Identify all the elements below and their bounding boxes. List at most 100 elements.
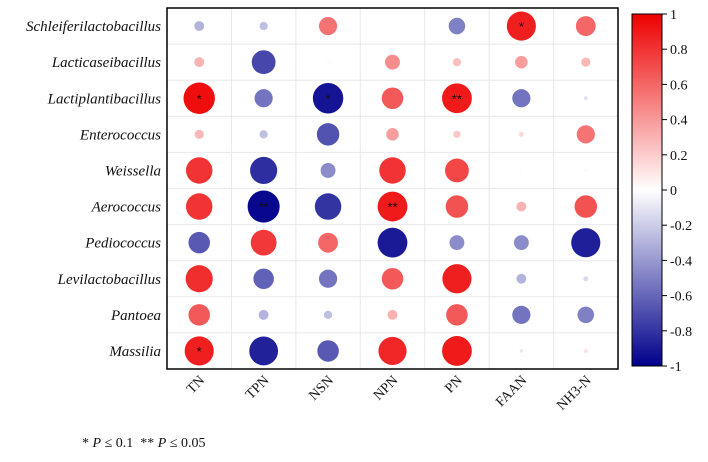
correlation-circle (378, 336, 407, 366)
correlation-circle (442, 83, 472, 114)
colorbar-tick-label: -0.8 (670, 325, 692, 340)
significance-mark: * (326, 91, 331, 106)
significance-mark: ** (259, 200, 269, 215)
correlation-circle (183, 82, 215, 114)
correlation-circle (445, 158, 469, 183)
correlation-circle (581, 57, 591, 67)
correlation-circle (184, 336, 214, 366)
colorbar: 1 0.8 0.6 0.4 0.2 0 -0.2 -0.4 -0.6 -0.8 -1 (631, 8, 692, 375)
correlation-circle (387, 309, 398, 320)
colorbar-tick-label: -0.6 (670, 290, 692, 305)
correlation-circle (513, 235, 529, 251)
colorbar-tick-label: 0.4 (670, 114, 688, 129)
footnote-cond1: ≤ 0.1 (101, 436, 141, 451)
correlation-circle (571, 228, 601, 258)
row-label: Pediococcus (84, 236, 161, 252)
correlation-circle (515, 55, 528, 69)
correlation-circle (250, 229, 277, 256)
correlation-circles: ** * **** *** (183, 11, 601, 366)
column-labels: TN TPN NSN NPN PN FAAN NH3-N (184, 373, 594, 413)
correlation-circle (317, 340, 339, 362)
significance-mark: ** (452, 91, 462, 106)
correlation-circle (247, 190, 280, 223)
grid-lines (167, 8, 618, 369)
column-label: NPN (371, 373, 401, 403)
column-label: TN (184, 373, 208, 397)
correlation-circle (584, 169, 587, 172)
correlation-circle (512, 89, 531, 108)
colorbar-tick-label: 1 (670, 8, 677, 23)
row-label: Enterococcus (79, 127, 161, 143)
correlation-circle (381, 267, 404, 290)
correlation-circle (259, 130, 268, 139)
correlation-circle (318, 16, 338, 36)
correlation-circle (377, 227, 408, 258)
correlation-circle (379, 157, 406, 184)
correlation-circle (575, 16, 596, 36)
footnote-star1: * (82, 436, 89, 451)
column-label: NSN (306, 373, 336, 403)
row-label: Schleiferilactobacillus (26, 19, 161, 35)
correlation-circle (453, 130, 461, 138)
correlation-circle (446, 304, 468, 326)
correlation-circle (583, 276, 589, 282)
row-label: Lactiplantibacillus (47, 91, 161, 107)
correlation-circle (194, 21, 205, 32)
correlation-circle (442, 264, 472, 294)
correlation-circle (320, 163, 336, 178)
row-label: Weissella (105, 163, 161, 179)
correlation-circle (312, 83, 344, 114)
correlation-circle (185, 157, 213, 184)
row-label: Pantoea (110, 308, 161, 324)
correlation-circle (520, 169, 523, 172)
correlation-circle (253, 268, 274, 290)
correlation-circle (259, 21, 268, 31)
column-label: TPN (243, 373, 272, 402)
row-label: Lacticaseibacillus (51, 55, 161, 71)
correlation-circle (194, 57, 205, 68)
correlation-circle (314, 193, 342, 220)
footnote-p2: P (157, 436, 167, 451)
correlation-circle (506, 11, 536, 41)
correlation-circle (188, 304, 210, 326)
colorbar-tick-label: -1 (670, 360, 682, 375)
correlation-circle (249, 336, 279, 366)
correlation-circle (577, 306, 595, 324)
plot-frame (166, 7, 619, 370)
correlation-circle (518, 131, 524, 137)
colorbar-tick-label: 0.6 (670, 78, 688, 93)
correlation-circle (381, 87, 404, 110)
correlation-circle (449, 235, 465, 251)
correlation-circle (318, 232, 339, 253)
colorbar-tick-label: 0.8 (670, 43, 688, 58)
correlation-circle (323, 310, 333, 319)
column-label: FAAN (493, 373, 530, 410)
correlation-circle (516, 273, 527, 284)
correlation-circle (327, 61, 330, 64)
colorbar-tick-label: -0.4 (670, 254, 692, 269)
correlation-circle (251, 50, 276, 75)
colorbar-tick-label: -0.2 (670, 219, 692, 234)
correlation-circle (574, 195, 598, 218)
significance-mark: * (197, 91, 202, 106)
significance-mark: * (197, 344, 202, 359)
correlation-circle (318, 269, 338, 288)
significance-mark: * (519, 19, 524, 34)
row-labels: Schleiferilactobacillus Lacticaseibacillu… (26, 19, 161, 360)
row-label: Massilia (108, 344, 161, 360)
correlation-circle (452, 58, 462, 67)
correlation-circle (250, 156, 278, 185)
correlation-circle (448, 17, 466, 35)
footnote-p1: P (92, 436, 102, 451)
footnote-star2: ** (140, 436, 155, 451)
colorbar-tick-label: 0.2 (670, 149, 688, 164)
correlation-circle (386, 128, 399, 141)
footnote-cond2: ≤ 0.05 (166, 436, 206, 451)
correlation-circle (583, 96, 588, 101)
correlation-circle (185, 193, 213, 220)
significance-mark: ** (387, 200, 397, 215)
colorbar-ticks: 1 0.8 0.6 0.4 0.2 0 -0.2 -0.4 -0.6 -0.8 -1 (662, 8, 692, 375)
correlation-circle (385, 54, 400, 70)
correlation-circle (316, 123, 340, 146)
correlation-circle (576, 125, 595, 144)
